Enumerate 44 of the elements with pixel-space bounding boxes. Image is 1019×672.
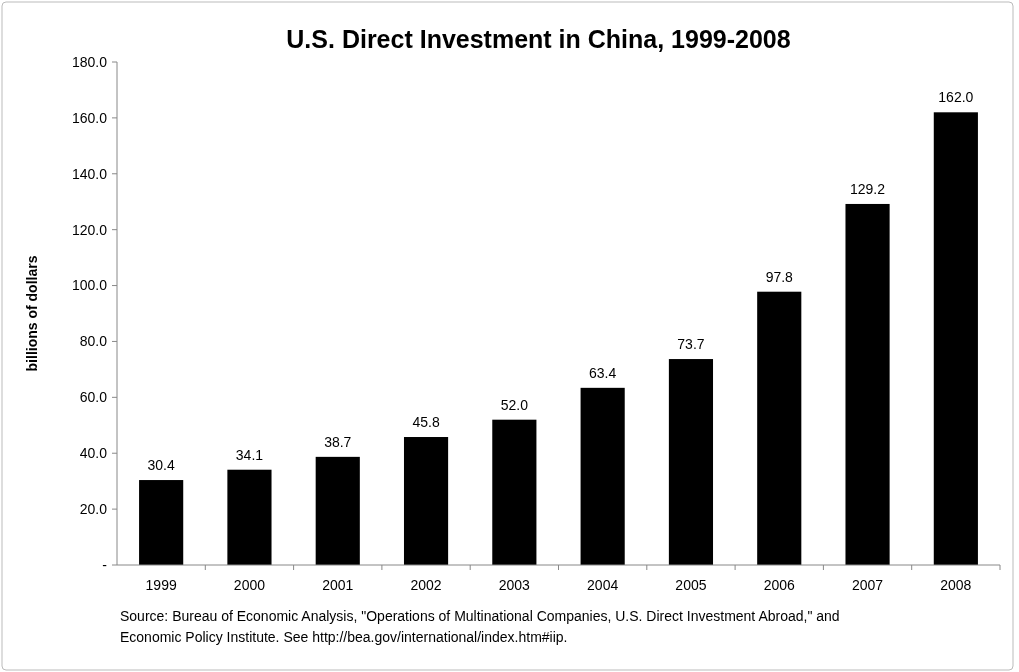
data-label: 162.0 — [938, 89, 974, 106]
bar — [668, 359, 714, 565]
bar — [580, 387, 625, 565]
y-tick-label: 60.0 — [79, 389, 108, 406]
y-tick-label: 40.0 — [79, 445, 108, 462]
x-tick-label: 2000 — [233, 577, 266, 593]
x-tick-label: 1999 — [145, 577, 177, 593]
y-tick-label: - — [102, 556, 108, 573]
bar — [933, 112, 978, 565]
bar — [315, 456, 360, 565]
x-tick-label: 2002 — [410, 577, 442, 593]
bar — [227, 469, 272, 565]
bar — [845, 203, 890, 565]
text: Economic Policy Institute. See http://bea.gov/international/index.htm#iip. — [120, 629, 568, 645]
data-label: 30.4 — [147, 457, 175, 474]
data-label: 38.7 — [324, 433, 352, 450]
x-tick-label: 2001 — [322, 577, 354, 593]
y-tick-label: 160.0 — [71, 109, 108, 126]
data-label: 34.1 — [235, 446, 264, 463]
data-label: 52.0 — [500, 396, 529, 413]
x-tick-label: 2003 — [498, 577, 531, 593]
data-label: 97.8 — [765, 268, 794, 285]
bar — [403, 437, 449, 565]
bar — [492, 419, 537, 565]
bar — [757, 291, 802, 565]
bar — [139, 480, 184, 565]
source-note: Source: Bureau of Economic Analysis, "Operations of Multinational Companies, U.S. Direct Investment Abroad," and — [120, 608, 840, 624]
data-label: 63.4 — [589, 364, 617, 381]
x-tick-label: 2007 — [851, 577, 884, 593]
y-tick-label: 80.0 — [79, 333, 108, 350]
data-label: 73.7 — [677, 336, 705, 353]
y-tick-label: 180.0 — [71, 53, 108, 70]
x-tick-label: 2008 — [940, 577, 972, 593]
x-tick-label: 2004 — [587, 577, 619, 593]
y-tick-label: 120.0 — [71, 221, 108, 238]
chart-title: U.S. Direct Investment in China, 1999-2008 — [286, 25, 791, 53]
y-tick-label: 100.0 — [71, 277, 108, 294]
y-tick-label: 140.0 — [71, 165, 108, 182]
y-tick-label: 20.0 — [79, 501, 108, 518]
data-label: 129.2 — [850, 180, 886, 197]
x-tick-label: 2006 — [763, 577, 796, 593]
y-axis-title: billions of dollars — [24, 255, 40, 372]
data-label: 45.8 — [412, 414, 440, 431]
x-tick-label: 2005 — [675, 577, 707, 593]
